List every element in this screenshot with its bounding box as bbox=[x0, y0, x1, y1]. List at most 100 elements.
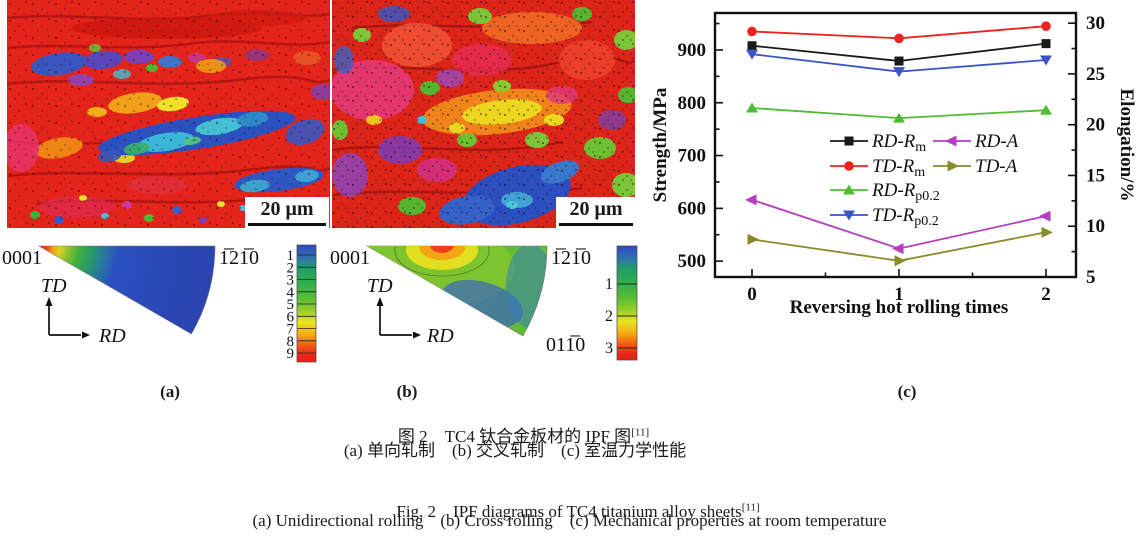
y-left-tick-label: 600 bbox=[678, 198, 707, 219]
caption-cn-sub: (a) 单向轧制 (b) 交叉轧制 (c) 室温力学性能 bbox=[343, 441, 687, 460]
triangle-up-marker bbox=[843, 184, 855, 195]
legend-label-RD-Rm: RD-Rm bbox=[871, 131, 926, 155]
sample-axes-a bbox=[48, 305, 81, 336]
caption-cn-title-text: 图 2 TC4 钛合金板材的 IPF 图 bbox=[397, 427, 632, 446]
scalebar-a: 20 μm bbox=[245, 197, 329, 228]
caption-en-sub: (a) Unidirectional rolling (b) Cross rol… bbox=[252, 511, 887, 530]
y-left-tick-label: 800 bbox=[678, 93, 707, 114]
rd-arrowhead bbox=[82, 331, 90, 339]
pole-b-corner-0001: 0001 bbox=[330, 247, 370, 269]
square-marker bbox=[1041, 39, 1051, 49]
svg-text:9: 9 bbox=[287, 346, 295, 362]
td-arrowhead bbox=[376, 297, 384, 306]
pole-figure-b: 0001 1̅21̅0 011̅0 TD RD 1 2 3 bbox=[330, 245, 638, 361]
panel-label-b: (b) bbox=[396, 382, 418, 401]
boundary-speckles bbox=[7, 0, 330, 228]
circle-marker bbox=[747, 26, 757, 37]
panel-label-a: (a) bbox=[160, 382, 180, 401]
svg-text:2: 2 bbox=[287, 260, 295, 276]
rd-arrowhead bbox=[413, 331, 421, 339]
y-left-tick-label: 900 bbox=[678, 40, 707, 61]
svg-text:1: 1 bbox=[287, 248, 295, 264]
caption-en-title-text: Fig. 2 IPF diagrams of TC4 titanium allo… bbox=[396, 502, 742, 521]
colorbar-b-labels: 1 2 3 bbox=[605, 276, 613, 357]
y-right-axis-title: Elongation/% bbox=[1116, 89, 1137, 202]
boundary-speckles bbox=[332, 0, 635, 228]
triangle-down-marker bbox=[1040, 55, 1052, 66]
pole-b-corner-1210: 1̅21̅0 bbox=[551, 247, 591, 269]
ipf-micrograph-b bbox=[332, 0, 635, 228]
triangle-left-marker bbox=[1039, 210, 1051, 222]
y-right-tick-label: 30 bbox=[1086, 13, 1105, 34]
svg-text:3: 3 bbox=[605, 340, 613, 357]
caption-en-title: Fig. 2 IPF diagrams of TC4 titanium allo… bbox=[0, 477, 1139, 542]
colorbar-b: 1 2 3 bbox=[605, 245, 638, 361]
svg-text:8: 8 bbox=[287, 334, 295, 350]
svg-text:3: 3 bbox=[287, 273, 295, 289]
triangle-left-marker bbox=[892, 243, 904, 255]
y-left-tick-label: 500 bbox=[678, 251, 707, 272]
triangle-down-marker bbox=[843, 210, 855, 221]
rd-axis-label: RD bbox=[426, 325, 454, 347]
colorbar-a: 1 2 3 4 5 6 7 8 9 bbox=[287, 244, 317, 363]
plot-frame bbox=[713, 11, 1078, 279]
circle-marker bbox=[1041, 21, 1051, 32]
mechanical-properties-chart: 500 600 700 800 900 5 10 15 20 25 30 0 1 2 Strength/MP… bbox=[650, 11, 1137, 318]
sample-axes-b bbox=[379, 305, 412, 336]
x-tick-label: 2 bbox=[1041, 284, 1051, 305]
panel-label-c: (c) bbox=[897, 382, 917, 401]
scalebar-b-label: 20 μm bbox=[569, 198, 623, 220]
caption-cn-title: 图 2 TC4 钛合金板材的 IPF 图[11] bbox=[0, 402, 1030, 467]
x-tick-label: 0 bbox=[747, 284, 757, 305]
ipf-micrograph-a bbox=[7, 0, 330, 228]
triangle-up-marker bbox=[893, 112, 905, 123]
triangle-down-marker bbox=[893, 67, 905, 78]
square-marker bbox=[844, 136, 854, 146]
pole-figure-a: 0001 1̅21̅0 TD RD 1 2 3 4 5 bbox=[2, 244, 317, 363]
triangle-up-marker bbox=[1040, 104, 1052, 115]
legend-label-TD-A: TD-A bbox=[975, 156, 1018, 177]
legend-label-TD-Rp0.2: TD-Rp0.2 bbox=[872, 205, 939, 229]
colorbar-a-labels: 1 2 3 4 5 6 7 8 9 bbox=[287, 248, 295, 362]
x-axis-title: Reversing hot rolling times bbox=[790, 297, 1009, 318]
svg-text:4: 4 bbox=[287, 285, 295, 301]
square-marker bbox=[747, 41, 757, 51]
y-left-axis-title: Strength/MPa bbox=[650, 87, 671, 202]
scalebar-a-label: 20 μm bbox=[260, 198, 314, 220]
y-left-tick-label: 700 bbox=[678, 146, 707, 167]
circle-marker bbox=[894, 33, 904, 44]
rd-axis-label: RD bbox=[98, 325, 126, 347]
svg-text:2: 2 bbox=[605, 308, 613, 325]
caption-cn-ref: [11] bbox=[631, 426, 650, 439]
circle-marker bbox=[844, 161, 854, 171]
svg-text:1: 1 bbox=[605, 276, 613, 293]
td-axis-label: TD bbox=[367, 275, 393, 297]
triangle-down-marker bbox=[746, 49, 758, 60]
x-tick-label: 1 bbox=[894, 284, 904, 305]
y-right-tick-label: 10 bbox=[1086, 216, 1105, 237]
svg-text:5: 5 bbox=[287, 297, 295, 313]
td-axis-label: TD bbox=[41, 275, 67, 297]
pole-a-corner-0001: 0001 bbox=[2, 247, 42, 269]
y-right-tick-label: 25 bbox=[1086, 64, 1105, 85]
y-right-tick-label: 15 bbox=[1086, 165, 1105, 186]
caption-en-ref: [11] bbox=[741, 501, 760, 514]
triangle-right-marker bbox=[747, 233, 759, 245]
td-arrowhead bbox=[45, 297, 53, 306]
legend-label-RD-Rp0.2: RD-Rp0.2 bbox=[871, 180, 940, 204]
svg-text:7: 7 bbox=[287, 322, 295, 338]
scalebar-b: 20 μm bbox=[556, 197, 636, 228]
triangle-right-marker bbox=[947, 160, 959, 172]
y-right-tick-label: 20 bbox=[1086, 115, 1105, 136]
scalebar-b-line bbox=[559, 223, 633, 226]
legend-label-RD-A: RD-A bbox=[974, 131, 1019, 152]
ipf-wedge-a bbox=[37, 245, 216, 335]
svg-text:6: 6 bbox=[287, 309, 295, 325]
triangle-right-marker bbox=[894, 255, 906, 267]
pole-b-corner-0110: 011̅0 bbox=[546, 334, 585, 356]
triangle-left-marker bbox=[945, 135, 957, 147]
triangle-left-marker bbox=[745, 194, 757, 206]
scalebar-a-line bbox=[248, 223, 326, 226]
square-marker bbox=[894, 56, 904, 66]
